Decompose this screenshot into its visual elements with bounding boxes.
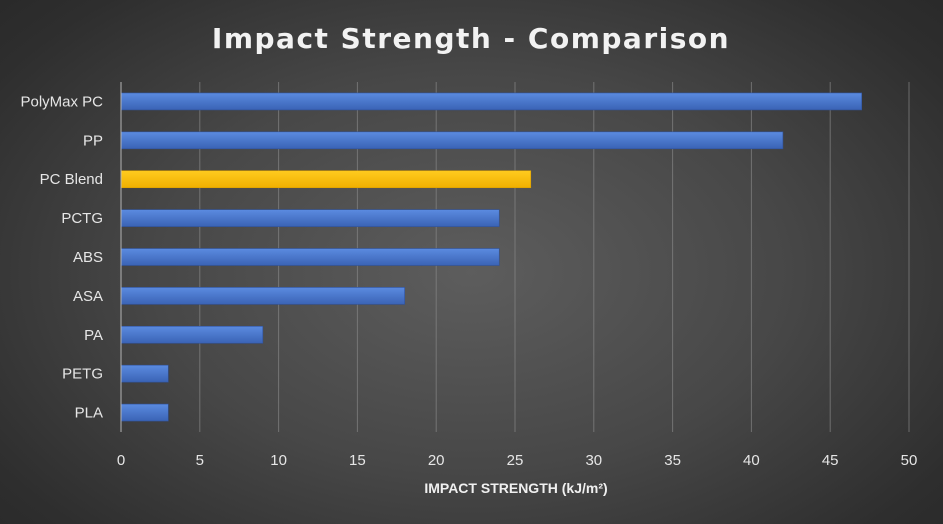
x-tick-label: 10: [270, 452, 287, 469]
bar: [120, 248, 500, 266]
x-tick-label: 45: [822, 452, 839, 469]
x-tick-label: 50: [901, 452, 918, 469]
x-axis-title: IMPACT STRENGTH (kJ/m²): [424, 480, 607, 496]
category-label: ABS: [73, 249, 103, 266]
category-label: ASA: [73, 288, 103, 305]
bar: [120, 287, 405, 305]
x-tick-label: 30: [585, 452, 602, 469]
bar: [120, 131, 784, 150]
x-tick-label: 40: [743, 452, 760, 469]
category-label: PCTG: [61, 210, 103, 227]
bar: [120, 209, 500, 227]
category-label: PP: [83, 132, 103, 149]
x-tick-label: 35: [664, 452, 681, 469]
bar: [120, 403, 169, 422]
chart-title: Impact Strength - Comparison: [212, 22, 730, 55]
bar: [120, 364, 169, 383]
bar-highlight: [120, 170, 532, 189]
category-label: PolyMax PC: [20, 93, 103, 110]
bars: [120, 92, 863, 422]
category-labels: PolyMax PC PP PC Blend PCTG ABS ASA PA PETG PLA: [20, 93, 103, 421]
category-label: PC Blend: [40, 171, 103, 188]
x-tick-label: 25: [507, 452, 524, 469]
category-label: PETG: [62, 366, 103, 383]
x-tick-labels: 0 5 10 15 20 25 30 35 40 45 50: [117, 452, 918, 469]
x-tick-label: 20: [428, 452, 445, 469]
x-tick-label: 5: [196, 452, 204, 469]
x-tick-label: 0: [117, 452, 125, 469]
bar: [120, 92, 863, 111]
category-label: PA: [84, 327, 103, 344]
bar: [120, 325, 264, 344]
x-tick-label: 15: [349, 452, 366, 469]
category-label: PLA: [75, 405, 103, 422]
